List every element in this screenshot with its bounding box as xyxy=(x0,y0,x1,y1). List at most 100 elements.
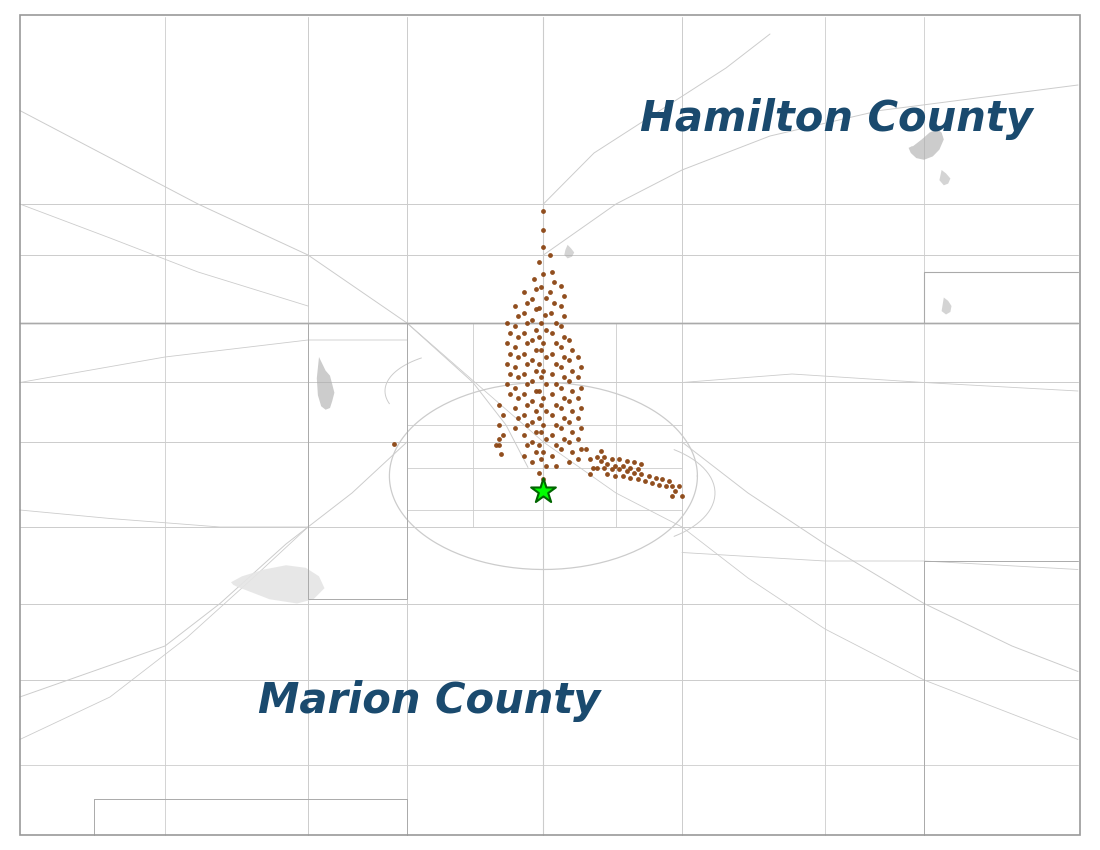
Polygon shape xyxy=(939,170,950,185)
Point xyxy=(560,374,578,388)
Point xyxy=(552,442,570,456)
Point xyxy=(506,340,524,354)
Point xyxy=(595,461,613,474)
Point xyxy=(498,377,516,391)
Point xyxy=(535,267,552,280)
Point xyxy=(535,445,552,459)
Point xyxy=(606,469,624,483)
Point xyxy=(518,316,536,330)
Point xyxy=(547,418,564,432)
Point xyxy=(543,265,561,279)
Point xyxy=(598,457,616,471)
Point xyxy=(530,384,548,398)
Point xyxy=(603,462,620,476)
Point xyxy=(509,330,527,343)
Text: Hamilton County: Hamilton County xyxy=(639,98,1033,140)
Point xyxy=(515,326,532,340)
Point xyxy=(524,435,541,449)
Point xyxy=(569,371,586,384)
Point xyxy=(491,418,508,432)
Point xyxy=(535,391,552,405)
Point xyxy=(556,330,573,343)
Point xyxy=(625,456,642,469)
Point xyxy=(650,478,668,491)
Point xyxy=(578,442,595,456)
Point xyxy=(515,388,532,401)
Point xyxy=(644,476,661,490)
Polygon shape xyxy=(564,245,574,258)
Point xyxy=(491,432,508,445)
Point xyxy=(537,459,554,473)
Point xyxy=(588,450,606,464)
Point xyxy=(543,347,561,360)
Point xyxy=(547,377,564,391)
Point xyxy=(502,347,519,360)
Point xyxy=(621,461,639,474)
Point xyxy=(584,461,602,474)
Point xyxy=(636,474,653,488)
Point xyxy=(527,384,544,398)
Point xyxy=(527,282,544,296)
Point xyxy=(603,452,620,466)
Point xyxy=(498,337,516,350)
Point xyxy=(530,330,548,343)
Point xyxy=(506,299,524,313)
Point xyxy=(515,306,532,320)
Point xyxy=(546,275,563,289)
Point xyxy=(506,360,524,374)
Point xyxy=(647,471,664,484)
Point xyxy=(527,445,544,459)
Point xyxy=(640,469,658,483)
Point xyxy=(524,292,541,306)
Point xyxy=(509,309,527,323)
Point xyxy=(552,299,570,313)
Point xyxy=(527,364,544,377)
Point xyxy=(487,439,505,452)
Point xyxy=(537,405,554,418)
Point xyxy=(663,479,681,493)
Point xyxy=(530,255,548,269)
Point xyxy=(498,316,516,330)
Polygon shape xyxy=(231,565,324,604)
Point xyxy=(518,296,536,309)
Point xyxy=(560,354,578,367)
Point xyxy=(527,405,544,418)
Point xyxy=(518,439,536,452)
Point xyxy=(502,326,519,340)
Point xyxy=(556,371,573,384)
Point xyxy=(509,350,527,364)
Point xyxy=(509,371,527,384)
Point xyxy=(494,408,512,422)
Point xyxy=(518,418,536,432)
Point xyxy=(572,381,590,394)
Point xyxy=(581,452,598,466)
Point xyxy=(563,343,581,357)
Point xyxy=(509,411,527,425)
Point xyxy=(663,490,681,503)
Point xyxy=(515,449,532,462)
Point xyxy=(629,462,647,476)
Point xyxy=(610,452,628,466)
Point xyxy=(494,428,512,442)
Polygon shape xyxy=(909,129,944,160)
Point xyxy=(547,398,564,411)
Point xyxy=(518,357,536,371)
Point xyxy=(543,388,561,401)
Point xyxy=(569,391,586,405)
Point xyxy=(572,422,590,435)
Point xyxy=(535,337,552,350)
Point xyxy=(569,452,586,466)
Point xyxy=(632,457,650,471)
Point xyxy=(569,411,586,425)
Point xyxy=(552,320,570,333)
Point xyxy=(515,408,532,422)
Point xyxy=(530,301,548,314)
Point xyxy=(532,371,550,384)
Point xyxy=(556,350,573,364)
Point xyxy=(632,468,650,481)
Point xyxy=(572,442,590,456)
Point xyxy=(547,459,564,473)
Point xyxy=(506,381,524,394)
Point xyxy=(524,394,541,408)
Point xyxy=(385,437,403,451)
